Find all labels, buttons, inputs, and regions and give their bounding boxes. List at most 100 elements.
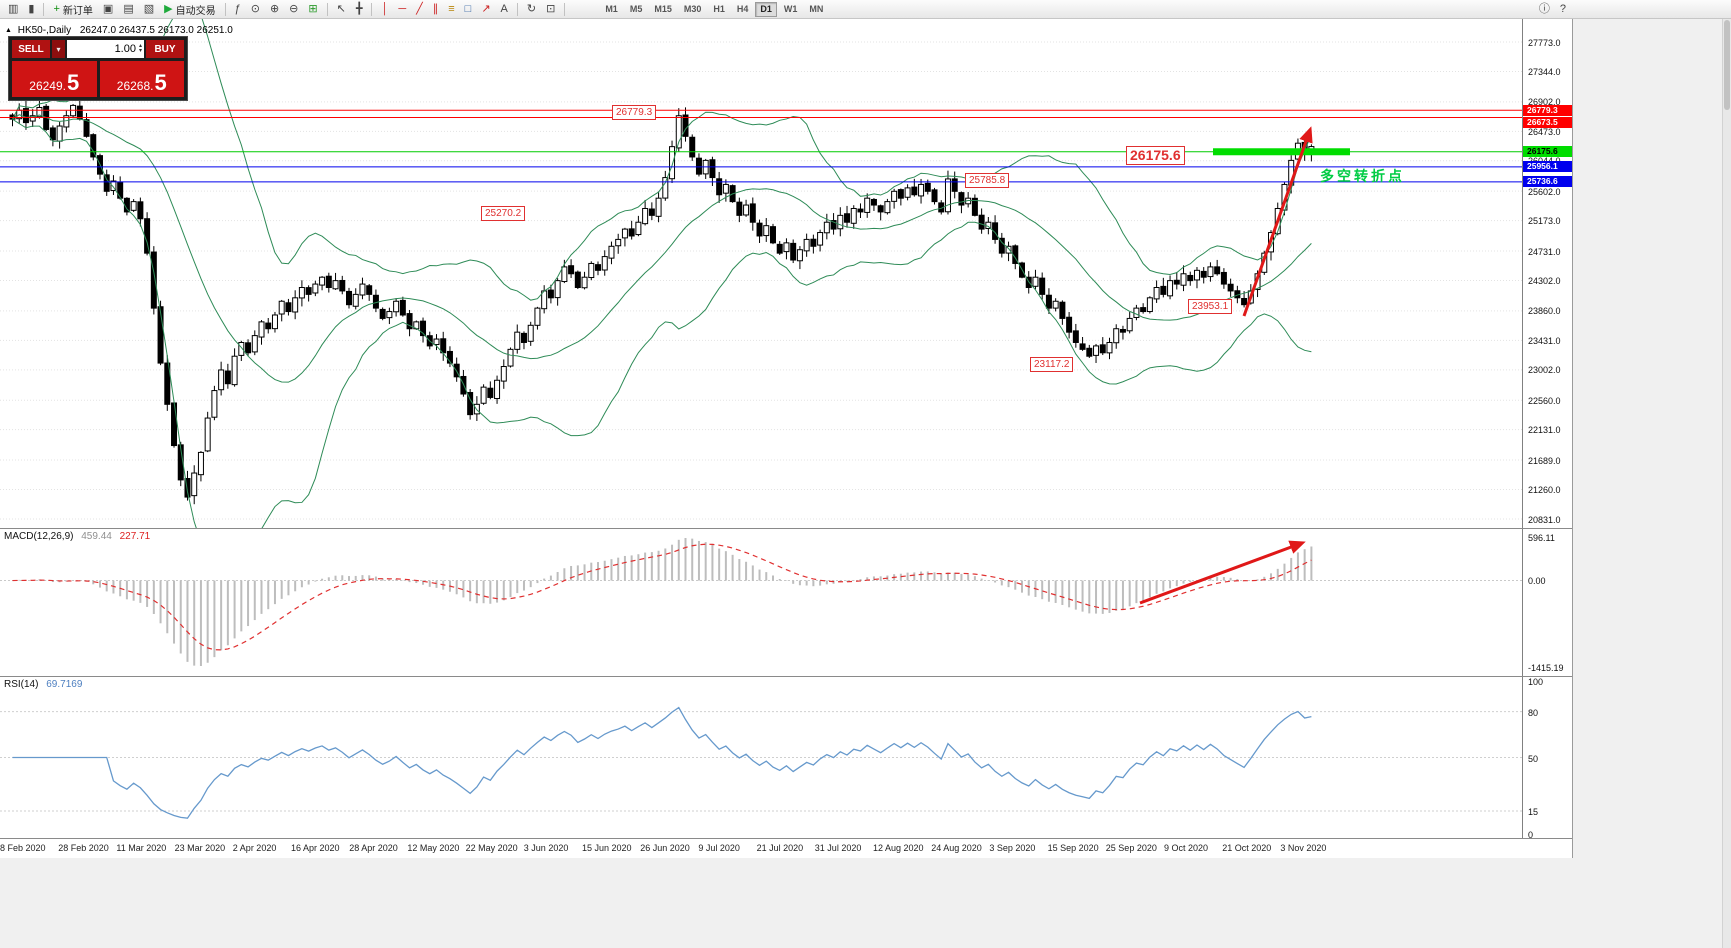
date-label: 15 Sep 2020: [1047, 843, 1099, 853]
price-axis[interactable]: 27773.0 27344.0 26902.0 26473.0 26044.0 25602…: [1522, 18, 1572, 528]
buy-price-button[interactable]: 26268. 5: [99, 61, 184, 97]
buy-price-big-digit: 5: [154, 70, 167, 95]
timeframe-h1[interactable]: H1: [713, 3, 725, 14]
chart-list-icon[interactable]: ▣: [99, 1, 117, 17]
info-icon: ⓘ: [1538, 3, 1550, 15]
panel-splitter-2[interactable]: [0, 676, 1572, 677]
panel-splitter[interactable]: [0, 528, 1572, 529]
rsi-axis[interactable]: 100 80 50 15 0: [1522, 677, 1572, 840]
toolbar-separator: [43, 2, 45, 16]
sell-button[interactable]: SELL: [12, 40, 50, 58]
rsi-canvas[interactable]: [0, 677, 1522, 838]
date-label: 24 Aug 2020: [931, 843, 982, 853]
profiles-icon: ▤: [123, 3, 134, 15]
timeframe-m5[interactable]: M5: [629, 3, 643, 14]
info-icon[interactable]: ⓘ: [1535, 1, 1554, 17]
price-tag: 25736.6: [1523, 176, 1572, 188]
price-axis-label: 23860.0: [1528, 306, 1561, 317]
tick-chart-icon[interactable]: ▮: [24, 1, 38, 17]
vertical-scrollbar[interactable]: [1722, 18, 1731, 948]
shapes-icon[interactable]: □: [461, 1, 476, 17]
chart-ohlc-values: 26247.0 26437.5 26173.0 26251.0: [79, 25, 233, 36]
buy-button[interactable]: BUY: [146, 40, 184, 58]
autotrading-button[interactable]: ▶ 自动交易: [160, 1, 219, 17]
date-label: 2 Apr 2020: [232, 843, 277, 853]
cursor-icon[interactable]: ↖: [333, 1, 350, 17]
volume-decrease-icon[interactable]: ▾: [138, 48, 142, 54]
bollinger-bands: [12, 18, 1312, 528]
green-zone-segment[interactable]: [1213, 148, 1350, 156]
crosshair-icon: ╋: [355, 3, 363, 15]
rsi-name: RSI(14): [4, 679, 39, 690]
sell-price-value: 26249.: [29, 79, 66, 93]
help-icon: ?: [1559, 3, 1566, 15]
date-axis[interactable]: 8 Feb 2020 28 Feb 2020 11 Mar 2020 23 Mar 2…: [0, 838, 1572, 859]
rsi-label: RSI(14) 69.7169: [4, 679, 87, 690]
text-label-icon: A: [500, 3, 508, 15]
sell-price-button[interactable]: 26249. 5: [12, 61, 97, 97]
macd-signal-line: [12, 543, 1312, 651]
help-icon[interactable]: ?: [1556, 1, 1570, 17]
new-order-button[interactable]: + 新订单: [49, 1, 96, 17]
price-axis-label: 27344.0: [1528, 66, 1561, 77]
profiles-icon[interactable]: ▤: [119, 1, 137, 17]
gridlines-layer: [0, 41, 1522, 520]
price-axis-label: 20831.0: [1528, 514, 1561, 525]
horizontal-line-icon[interactable]: ─: [394, 1, 410, 17]
macd-histogram: [18, 538, 1313, 666]
main-chart-canvas[interactable]: [0, 18, 1522, 528]
arrow-tool-icon[interactable]: ↗: [477, 1, 494, 17]
crosshair-icon[interactable]: ╋: [352, 1, 367, 17]
toolbar: ▥ ▮ + 新订单 ▣ ▤ ▧ ▶ 自动交易 ƒ ⊙ ⊕ ⊖ ⊞ ↖ ╋ │ ─ ╱ ∥ ≡ □ ↗ A ↻ ⊡ M1 M5 M15 M…: [0, 0, 1731, 19]
autotrading-button-label: 自动交易: [175, 5, 216, 17]
date-label: 11 Mar 2020: [116, 843, 167, 853]
toolbar-separator: [224, 2, 226, 16]
date-label: 31 Jul 2020: [814, 843, 862, 853]
timeframe-m1[interactable]: M1: [605, 3, 618, 14]
text-label-icon[interactable]: A: [497, 1, 512, 17]
rsi-panel: 100 80 50 15 0 RSI(14) 69.7169: [0, 677, 1572, 840]
refresh-icon[interactable]: ↻: [523, 1, 540, 17]
templates-icon: ▧: [143, 3, 155, 15]
autotrading-icon: ▶: [164, 3, 173, 15]
channel-icon[interactable]: ∥: [429, 1, 443, 17]
tile-windows-icon[interactable]: ⊞: [304, 1, 321, 17]
chart-period-icon[interactable]: ⊙: [247, 1, 264, 17]
order-type-dropdown[interactable]: ▾: [52, 40, 65, 58]
date-label: 3 Jun 2020: [523, 843, 569, 853]
indicators-icon[interactable]: ƒ: [231, 1, 245, 17]
rsi-line: [12, 706, 1312, 819]
toolbar-separator: [326, 2, 328, 16]
zoom-in-icon[interactable]: ⊕: [266, 1, 283, 17]
timeframe-w1[interactable]: W1: [783, 3, 798, 14]
timeframe-h4[interactable]: H4: [736, 3, 749, 14]
date-label: 15 Jun 2020: [582, 843, 632, 853]
templates-icon[interactable]: ▧: [140, 1, 158, 17]
macd-canvas[interactable]: [0, 529, 1522, 676]
scrollbar-thumb[interactable]: [1724, 20, 1730, 110]
right-gutter: [1573, 18, 1731, 948]
zoom-out-icon[interactable]: ⊖: [285, 1, 302, 17]
trend-arrow[interactable]: [1242, 126, 1313, 317]
volume-value: 1.00: [114, 43, 136, 55]
price-axis-label: 27773.0: [1528, 37, 1561, 48]
properties-icon[interactable]: ⊡: [542, 1, 559, 17]
date-label: 22 May 2020: [465, 843, 518, 853]
date-label: 28 Feb 2020: [58, 843, 109, 853]
timeframe-m15[interactable]: M15: [654, 3, 672, 14]
one-click-toggle-icon[interactable]: ▲: [5, 27, 12, 34]
trendline-icon[interactable]: ╱: [412, 1, 427, 17]
volume-input[interactable]: 1.00 ▴ ▾: [67, 40, 144, 58]
timeframe-m30[interactable]: M30: [683, 3, 702, 14]
macd-axis[interactable]: 596.11 0.00 -1415.19: [1522, 529, 1572, 676]
timeframe-mn[interactable]: MN: [809, 3, 824, 14]
chart-window-icon[interactable]: ▥: [4, 1, 22, 17]
macd-trend-arrow[interactable]: [1139, 540, 1306, 605]
toolbar-separator: [516, 2, 518, 16]
timeframe-d1[interactable]: D1: [755, 1, 777, 17]
rsi-axis-label: 0: [1528, 830, 1534, 840]
toolbar-right: ⓘ?: [1534, 0, 1571, 18]
vertical-line-icon[interactable]: │: [377, 1, 392, 17]
volume-increase-icon[interactable]: ▴: [138, 43, 142, 49]
fibonacci-icon[interactable]: ≡: [444, 1, 458, 17]
